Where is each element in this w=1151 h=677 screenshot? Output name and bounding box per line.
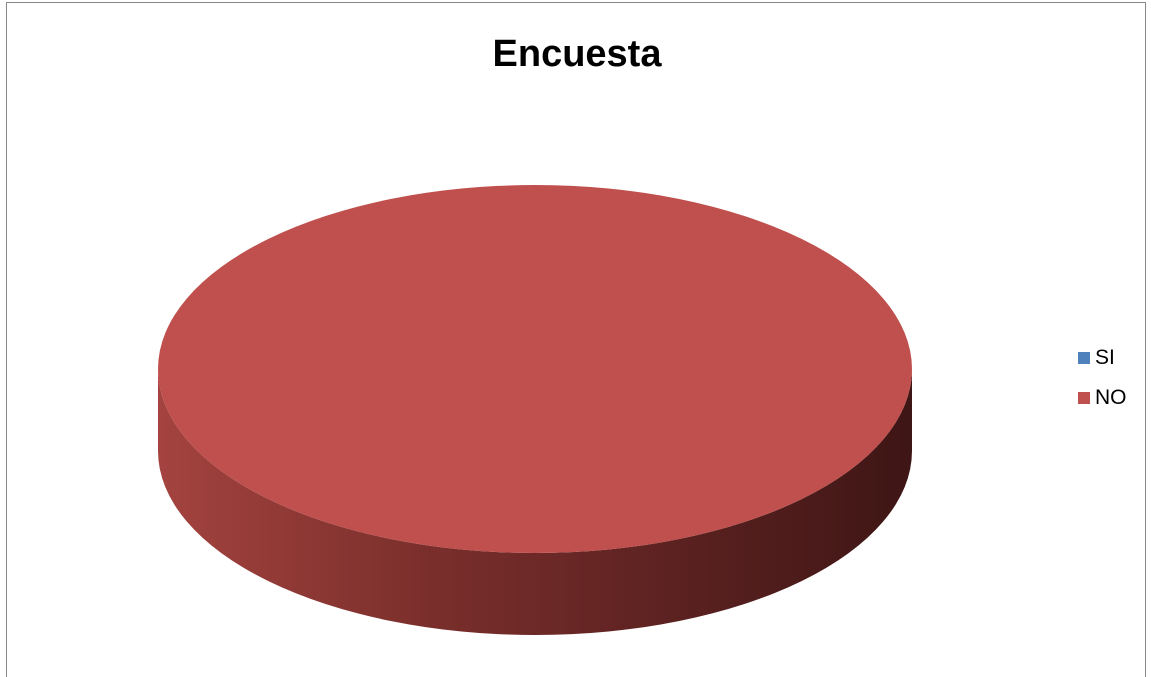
chart-title: Encuesta: [492, 33, 662, 75]
legend: SI NO: [1078, 346, 1127, 426]
legend-item-no: NO: [1078, 386, 1127, 410]
chart-area: Encuesta SI NO: [6, 2, 1146, 677]
legend-label-no: NO: [1095, 386, 1127, 409]
pie-slice-no: [158, 185, 912, 553]
pie-side-wall: [158, 369, 912, 635]
legend-swatch-no: [1078, 392, 1090, 404]
pie-chart: [158, 185, 912, 635]
legend-label-si: SI: [1095, 346, 1115, 369]
legend-swatch-si: [1078, 352, 1090, 364]
legend-item-si: SI: [1078, 346, 1127, 370]
